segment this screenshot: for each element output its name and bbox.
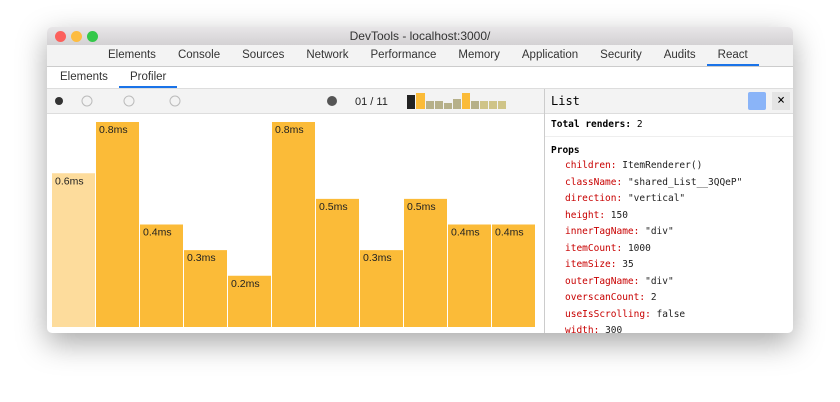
prop-name: height:: [565, 209, 606, 221]
component-name: List: [551, 94, 580, 108]
details-panel: List × Total renders: 2 Props children: …: [544, 89, 793, 333]
subtab[interactable]: Profiler: [118, 67, 178, 88]
bar-label: 0.3ms: [363, 252, 392, 264]
panel-header: List ×: [545, 89, 793, 114]
commit-bar: [96, 122, 139, 327]
tab-bar: Elements Console Sources Network Performance…: [47, 45, 793, 67]
flame-toggle[interactable]: [123, 95, 135, 107]
prop-name: direction:: [565, 193, 623, 204]
prop-value: "shared_List__3QQeP": [627, 176, 743, 188]
subtab-bar: Elements Profiler: [47, 67, 793, 89]
commit-bar: [492, 224, 535, 327]
bar-label: 0.5ms: [407, 201, 436, 213]
commit-bar: [228, 275, 271, 327]
close-button[interactable]: [55, 31, 66, 42]
commit-bar: [140, 224, 183, 327]
prop-row: width: 300: [545, 323, 793, 333]
tab[interactable]: Performance: [370, 49, 437, 61]
prop-name: overscanCount:: [565, 292, 646, 303]
bar-label: 0.5ms: [319, 201, 348, 213]
prop-row: overscanCount: 2: [545, 290, 793, 307]
prop-value: 1000: [627, 242, 651, 254]
bar-label: 0.2ms: [231, 278, 260, 290]
prop-name: innerTagName:: [565, 226, 640, 237]
total-renders: Total renders: 2: [545, 114, 793, 137]
window-title: DevTools - localhost:3000/: [349, 29, 491, 43]
bar-label: 0.4ms: [451, 227, 480, 239]
toolbar-icons: 01 / 11: [55, 93, 506, 109]
title-bar: DevTools - localhost:3000/: [47, 27, 793, 45]
prop-row: outerTagName: "div": [545, 274, 793, 291]
bar-label: 0.8ms: [99, 124, 128, 136]
tab[interactable]: Security: [600, 49, 642, 61]
commit-bar: [448, 224, 491, 327]
prop-row: children: ItemRenderer(): [545, 158, 793, 175]
prop-row: itemCount: 1000: [545, 241, 793, 258]
prop-name: itemSize:: [565, 259, 617, 270]
props-title: Props: [551, 145, 580, 156]
prop-value: 150: [610, 209, 628, 221]
prop-row: useIsScrolling: false: [545, 307, 793, 324]
bar-label: 0.3ms: [187, 252, 216, 264]
tab[interactable]: Audits: [663, 49, 696, 61]
settings-button[interactable]: [327, 96, 337, 106]
commit-chart: 0.6ms 0.8ms 0.4ms 0.3ms 0.2ms 0.8ms 0.5ms 0.3ms…: [52, 122, 535, 327]
prop-row: height: 150: [545, 208, 793, 225]
prop-row: innerTagName: "div": [545, 224, 793, 241]
bar-label: 0.4ms: [143, 227, 172, 239]
prop-value: "div": [645, 275, 674, 287]
tab[interactable]: Console: [177, 49, 221, 61]
bar-label: 0.4ms: [495, 227, 524, 239]
tab[interactable]: React: [706, 45, 759, 66]
close-panel-button[interactable]: ×: [772, 92, 790, 110]
total-value: 2: [636, 119, 643, 130]
subtab[interactable]: Elements: [60, 71, 108, 83]
bar-label: 0.6ms: [55, 175, 84, 187]
prop-value: "vertical": [627, 193, 686, 204]
total-label: Total renders:: [551, 119, 632, 130]
zoom-button[interactable]: [87, 31, 98, 42]
devtools-window: DevTools - localhost:3000/ Elements Conso…: [47, 27, 793, 333]
tab[interactable]: Elements: [108, 49, 156, 61]
record-button[interactable]: [55, 97, 63, 105]
tab[interactable]: Application: [521, 49, 579, 61]
commit-bar: [52, 173, 95, 327]
prop-value: 2: [650, 292, 657, 303]
prop-value: false: [656, 308, 686, 320]
ranked-toggle[interactable]: [169, 95, 181, 107]
minimize-button[interactable]: [71, 31, 82, 42]
commit-selector[interactable]: [407, 93, 506, 109]
commit-bar: [272, 122, 315, 327]
bar-label: 0.8ms: [275, 124, 304, 136]
commit-counter: 01 / 11: [355, 96, 388, 108]
tab[interactable]: Sources: [242, 49, 285, 61]
commit-bar: [316, 198, 359, 327]
prop-name: className:: [565, 176, 623, 188]
tab[interactable]: Memory: [458, 49, 500, 61]
props-list: children: ItemRenderer() className: "shar…: [545, 158, 793, 333]
prop-name: useIsScrolling:: [565, 308, 651, 320]
prop-name: width:: [565, 325, 600, 333]
prop-name: children:: [565, 160, 617, 171]
prop-value: 35: [622, 259, 634, 270]
reload-button[interactable]: [81, 95, 93, 107]
prop-value: "div": [645, 226, 674, 237]
prop-row: direction: "vertical": [545, 191, 793, 208]
commit-bar: [360, 250, 403, 327]
prop-value: 300: [605, 325, 623, 333]
prop-row: className: "shared_List__3QQeP": [545, 175, 793, 192]
prop-value: ItemRenderer(): [622, 160, 703, 171]
prop-name: itemCount:: [565, 242, 623, 254]
commit-bar: [404, 198, 447, 327]
chart-button[interactable]: [748, 92, 766, 110]
prop-row: itemSize: 35: [545, 257, 793, 274]
commit-bar: [184, 250, 227, 327]
profiler-toolbar: 01 / 11: [47, 89, 544, 114]
prop-name: outerTagName:: [565, 275, 640, 287]
tab[interactable]: Network: [306, 49, 349, 61]
